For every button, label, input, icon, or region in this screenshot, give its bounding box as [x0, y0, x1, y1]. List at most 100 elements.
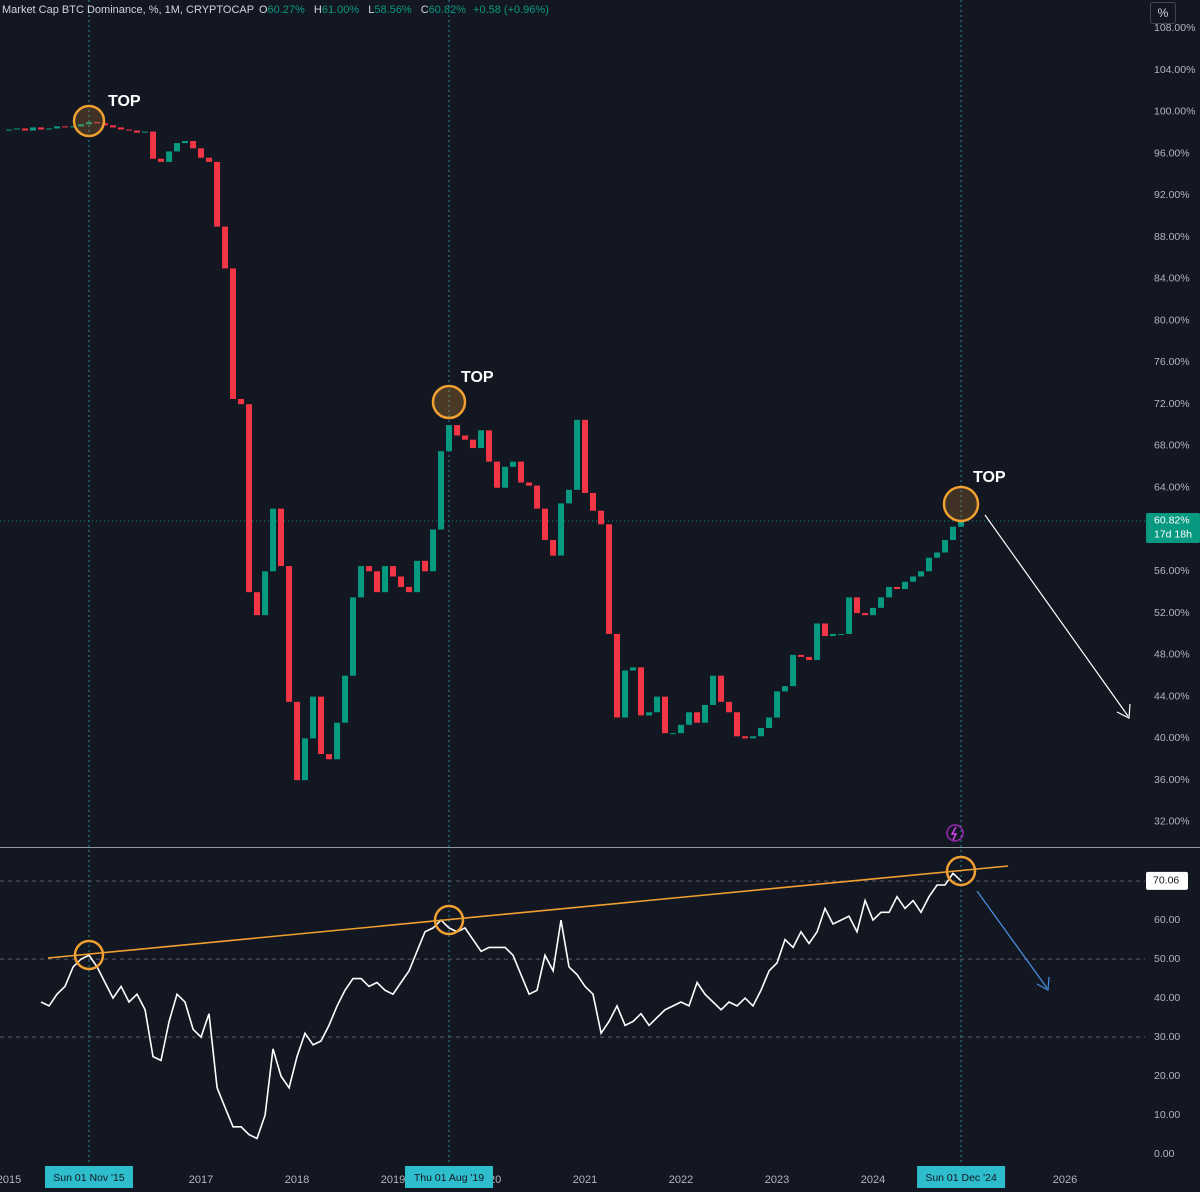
- candle-body: [390, 566, 397, 577]
- candle-body: [654, 696, 661, 713]
- y-tick-label: 76.00%: [1154, 356, 1190, 368]
- x-tick-label: 2019: [381, 1174, 405, 1186]
- osc-circle: [73, 939, 105, 971]
- y-tick-label: 52.00%: [1154, 607, 1190, 619]
- candle-body: [214, 161, 221, 227]
- candle-body: [469, 439, 476, 449]
- legend-value: 60.82%: [428, 4, 466, 16]
- y-tick-label: 44.00%: [1154, 690, 1190, 702]
- y-tick-label: 68.00%: [1154, 440, 1190, 452]
- candle-body: [925, 557, 932, 572]
- candle-body: [790, 654, 797, 687]
- candle-body: [286, 566, 293, 702]
- candle-body: [853, 597, 860, 614]
- y-tick-label: 56.00%: [1154, 565, 1190, 577]
- candle-body: [6, 129, 13, 131]
- y-tick-label: 0.00: [1154, 1148, 1175, 1160]
- legend: Market Cap BTC Dominance, %, 1M, CRYPTOC…: [2, 4, 553, 16]
- candle-body: [886, 586, 893, 598]
- candle-body: [445, 425, 452, 452]
- y-tick-label: 20.00: [1154, 1070, 1180, 1082]
- legend-key: L: [368, 4, 375, 16]
- candle-body: [246, 404, 253, 593]
- trend-line: [47, 865, 1009, 959]
- candle-body: [102, 123, 109, 126]
- candle-body: [510, 461, 517, 467]
- candle-body: [733, 712, 740, 737]
- candle-body: [222, 226, 229, 269]
- candle-body: [94, 122, 101, 124]
- candle-body: [358, 566, 365, 598]
- y-tick-label: 72.00%: [1154, 398, 1190, 410]
- candle-body: [502, 466, 509, 488]
- candle-body: [862, 613, 869, 616]
- top-circle: [72, 104, 106, 138]
- candle-body: [637, 667, 644, 716]
- candle-body: [486, 430, 493, 462]
- y-tick-label: 104.00%: [1154, 64, 1195, 76]
- candle-body: [742, 736, 749, 739]
- candle-body: [406, 586, 413, 593]
- candle-body: [133, 130, 140, 133]
- candle-body: [822, 623, 829, 637]
- candle-body: [229, 268, 236, 399]
- arrow: [984, 514, 1129, 717]
- candle-body: [22, 128, 29, 131]
- annotation: TOP: [108, 93, 141, 110]
- candle-body: [694, 712, 701, 723]
- candle-body: [774, 691, 781, 718]
- candle-body: [958, 520, 965, 527]
- osc-circle: [945, 855, 977, 887]
- candle-body: [829, 633, 836, 637]
- legend-value: 60.27%: [267, 4, 305, 16]
- x-tick-label: 2015: [0, 1174, 21, 1186]
- y-tick-label: 80.00%: [1154, 314, 1190, 326]
- x-tick-label: 2017: [189, 1174, 213, 1186]
- y-tick-label: 40.00%: [1154, 732, 1190, 744]
- candle-body: [718, 675, 725, 702]
- time-axis: [0, 1165, 1200, 1192]
- candle-body: [558, 503, 565, 556]
- y-tick-label: 92.00%: [1154, 189, 1190, 201]
- x-tick-label: 2026: [1053, 1174, 1077, 1186]
- crosshair-date-label: Sun 01 Nov '15: [53, 1172, 125, 1184]
- last-value-label: 70.06: [1153, 875, 1179, 887]
- candle-body: [814, 623, 821, 661]
- candle-body: [366, 566, 373, 572]
- candle-body: [565, 489, 572, 504]
- candle-body: [373, 571, 380, 593]
- candle-body: [13, 128, 20, 130]
- candle-body: [190, 140, 197, 149]
- candle-body: [46, 128, 53, 130]
- legend-title: Market Cap BTC Dominance, %, 1M, CRYPTOC…: [2, 4, 254, 16]
- countdown-label: 17d 18h: [1154, 529, 1192, 541]
- overlay: TOP TOP TOP: [47, 93, 1131, 991]
- event-icon[interactable]: [946, 824, 964, 842]
- candle-body: [349, 597, 356, 676]
- candle-body: [430, 529, 437, 572]
- candle-body: [78, 124, 85, 127]
- candle-body: [301, 738, 308, 781]
- annotation: TOP: [973, 469, 1006, 486]
- legend-key: O: [258, 4, 268, 16]
- crosshair-date-box: [404, 1166, 493, 1188]
- scale-button[interactable]: %: [1150, 2, 1176, 24]
- candle-body: [582, 419, 589, 493]
- candle-body: [934, 552, 941, 558]
- candle-body: [126, 129, 133, 131]
- candle-body: [541, 508, 548, 540]
- candle-body: [798, 654, 805, 657]
- x-tick-label: 2024: [861, 1174, 885, 1186]
- y-tick-label: 32.00%: [1154, 816, 1190, 828]
- y-tick-label: 60.00: [1154, 914, 1180, 926]
- y-tick-label: 36.00%: [1154, 774, 1190, 786]
- candle-body: [534, 485, 541, 509]
- legend-key: H: [313, 4, 322, 16]
- top-circle: [431, 384, 467, 420]
- candle-body: [174, 143, 181, 152]
- candle-body: [157, 158, 164, 162]
- y-tick-label: 88.00%: [1154, 231, 1190, 243]
- candle-body: [142, 131, 149, 133]
